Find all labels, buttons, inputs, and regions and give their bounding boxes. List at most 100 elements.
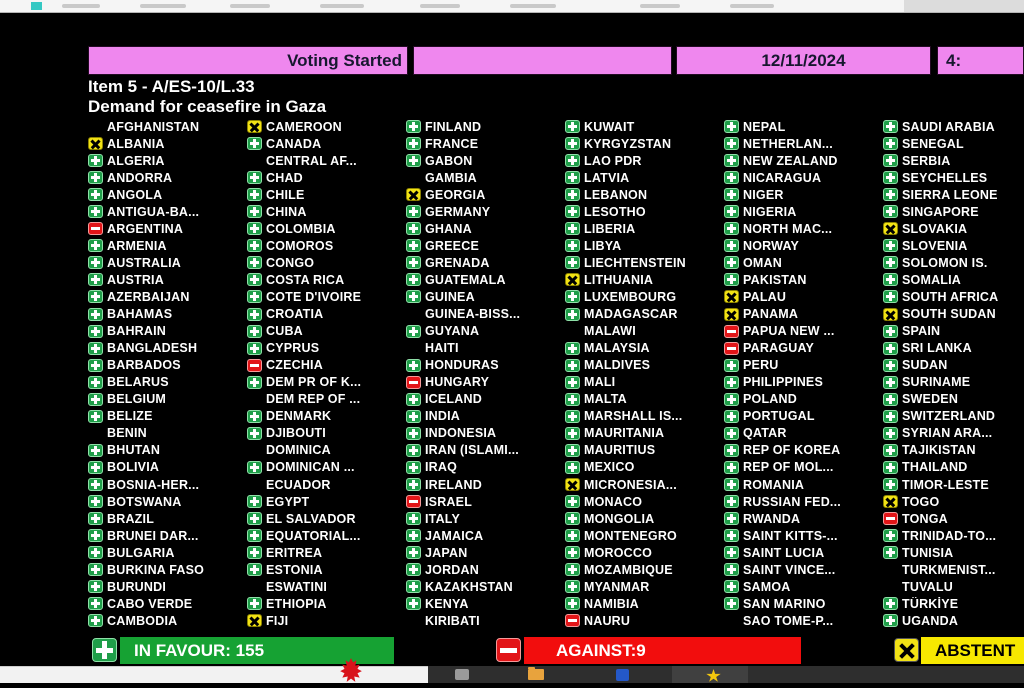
vote-yes-icon	[883, 478, 898, 491]
country-row: KENYA	[406, 595, 565, 612]
country-name: SAINT LUCIA	[743, 545, 825, 560]
vote-yes-icon	[247, 597, 262, 611]
country-row: SUDAN	[883, 357, 1024, 374]
country-row: BRAZIL	[88, 510, 247, 527]
country-name: EL SALVADOR	[266, 511, 356, 526]
country-name: KUWAIT	[584, 119, 635, 134]
vote-yes-icon	[88, 341, 103, 355]
vote-yes-icon	[565, 239, 580, 253]
browser-tab-strip[interactable]	[0, 0, 1024, 13]
country-name: MAURITIUS	[584, 443, 656, 458]
vote-yes-icon	[247, 512, 262, 526]
country-row: SAMOA	[724, 578, 883, 595]
country-row: CONGO	[247, 254, 406, 271]
vote-yes-icon	[406, 205, 421, 219]
tab-text-placeholder	[320, 4, 364, 8]
country-row: BELGIUM	[88, 391, 247, 408]
country-name: PANAMA	[743, 307, 799, 322]
vote-abstain-icon	[565, 478, 580, 491]
vote-yes-icon	[247, 426, 262, 440]
vote-yes-icon	[247, 324, 262, 338]
vote-yes-icon	[565, 188, 580, 202]
vote-abstain-icon	[883, 222, 898, 236]
country-row: MALAYSIA	[565, 340, 724, 357]
country-name: PORTUGAL	[743, 409, 815, 424]
abstain-total: ABSTENT	[921, 637, 1024, 664]
country-name: BAHRAIN	[107, 324, 167, 339]
country-row: NIGERIA	[724, 203, 883, 220]
vote-yes-icon	[247, 307, 262, 321]
country-row: TONGA	[883, 510, 1024, 527]
vote-yes-icon	[88, 460, 103, 474]
country-name: SPAIN	[902, 324, 941, 339]
country-row: MICRONESIA...	[565, 476, 724, 493]
country-row: MONGOLIA	[565, 510, 724, 527]
country-row: UGANDA	[883, 612, 1024, 629]
country-name: ISRAEL	[425, 494, 473, 509]
country-row: PERU	[724, 357, 883, 374]
country-row: ARGENTINA	[88, 220, 247, 237]
country-row: BOSNIA-HER...	[88, 476, 247, 493]
country-name: NEW ZEALAND	[743, 153, 838, 168]
maple-leaf-icon[interactable]	[338, 657, 364, 683]
vote-date-cell: 12/11/2024	[676, 46, 931, 75]
vote-yes-icon	[406, 546, 421, 560]
vote-yes-icon	[406, 443, 421, 457]
country-row: BOLIVIA	[88, 459, 247, 476]
blue-app-icon[interactable]	[616, 669, 629, 681]
country-row: GUATEMALA	[406, 271, 565, 288]
vote-yes-icon	[406, 478, 421, 491]
country-name: DJIBOUTI	[266, 426, 326, 441]
gray-app-icon[interactable]	[455, 669, 469, 680]
country-name: KYRGYZSTAN	[584, 136, 672, 151]
country-row: MOZAMBIQUE	[565, 561, 724, 578]
country-row: LIBERIA	[565, 220, 724, 237]
vote-column: KUWAIT KYRGYZSTAN LAO PDR LATVIA LEBANON LESO…	[565, 118, 724, 629]
tab-text-placeholder	[510, 4, 556, 8]
country-row: GUINEA	[406, 288, 565, 305]
country-row: SAUDI ARABIA	[883, 118, 1024, 135]
country-name: GUYANA	[425, 324, 480, 339]
country-row: MALI	[565, 374, 724, 391]
country-name: DOMINICAN ...	[266, 460, 355, 475]
country-row: ITALY	[406, 510, 565, 527]
country-name: ANDORRA	[107, 170, 173, 185]
country-row: CROATIA	[247, 306, 406, 323]
country-name: NIGERIA	[743, 204, 797, 219]
vote-yes-icon	[88, 273, 103, 287]
vote-yes-icon	[724, 375, 739, 389]
vote-yes-icon	[883, 546, 898, 560]
country-row: SERBIA	[883, 152, 1024, 169]
country-row: BURKINA FASO	[88, 561, 247, 578]
country-name: GRENADA	[425, 255, 490, 270]
vote-yes-icon	[565, 375, 580, 389]
country-row: MALAWI	[565, 323, 724, 340]
tab-text-placeholder	[62, 4, 100, 8]
country-row: LIECHTENSTEIN	[565, 254, 724, 271]
vote-yes-icon	[88, 563, 103, 577]
country-row: TOGO	[883, 493, 1024, 510]
country-name: IRELAND	[425, 477, 482, 492]
vote-yes-icon	[883, 597, 898, 611]
country-name: TOGO	[902, 494, 940, 509]
country-row: AUSTRIA	[88, 271, 247, 288]
country-row: BAHAMAS	[88, 306, 247, 323]
taskbar-app-region[interactable]	[0, 666, 428, 683]
vote-yes-icon	[247, 137, 262, 151]
country-name: NETHERLAN...	[743, 136, 833, 151]
vote-yes-icon	[88, 392, 103, 406]
vote-yes-icon	[724, 239, 739, 253]
country-name: BHUTAN	[107, 443, 161, 458]
country-row: CHINA	[247, 203, 406, 220]
tab-text-placeholder	[730, 4, 774, 8]
country-row: TRINIDAD-TO...	[883, 527, 1024, 544]
country-row: NICARAGUA	[724, 169, 883, 186]
vote-yes-icon	[406, 273, 421, 287]
vote-yes-icon	[565, 426, 580, 440]
folder-icon[interactable]	[528, 667, 544, 680]
vote-yes-icon	[247, 290, 262, 304]
country-row: MEXICO	[565, 459, 724, 476]
header-blank-cell	[413, 46, 672, 75]
vote-yes-icon	[565, 392, 580, 406]
country-row: GHANA	[406, 220, 565, 237]
